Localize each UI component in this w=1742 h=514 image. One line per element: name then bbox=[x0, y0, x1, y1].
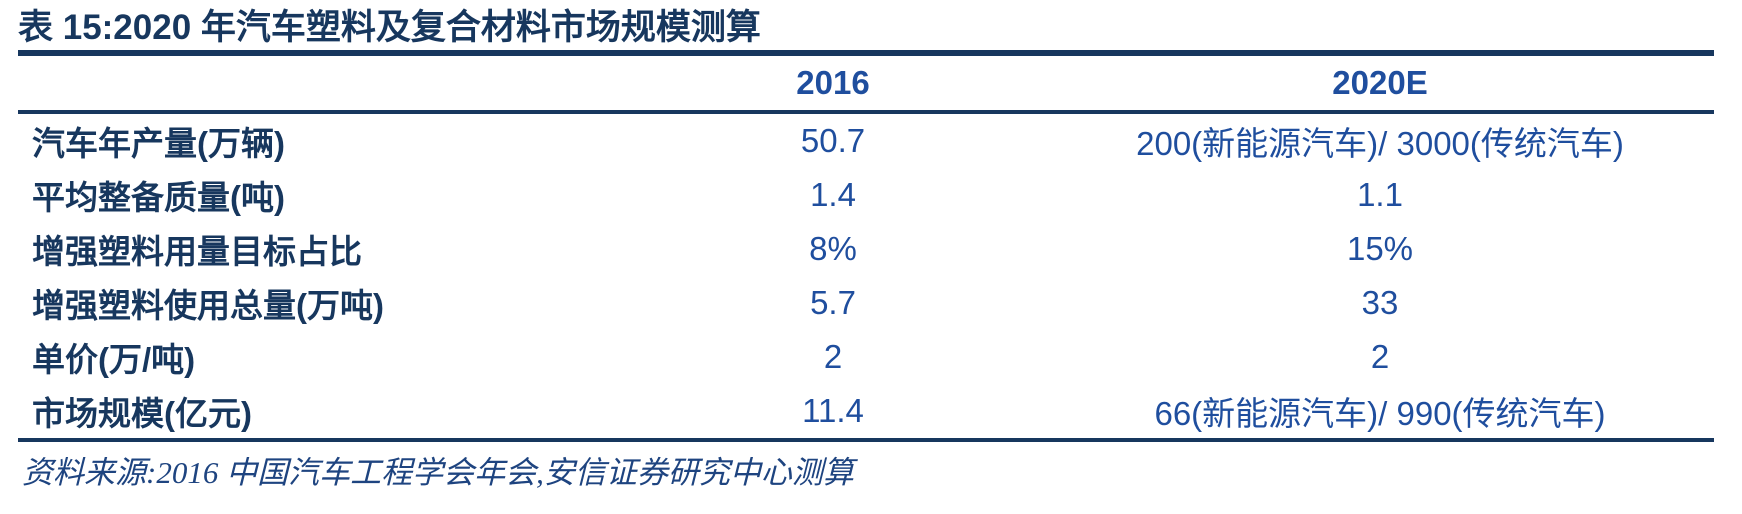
row-value-2016: 1.4 bbox=[810, 176, 856, 213]
table-row-curb-weight: 平均整备质量(吨) 1.4 1.1 bbox=[18, 168, 1714, 222]
table-title: 表 15:2020 年汽车塑料及复合材料市场规模测算 bbox=[18, 8, 761, 47]
row-label: 增强塑料使用总量(万吨) bbox=[32, 287, 384, 324]
source-note: 资料来源:2016 中国汽车工程学会年会,安信证券研究中心测算 bbox=[22, 455, 854, 490]
table-row-market-size: 市场规模(亿元) 11.4 66(新能源汽车)/ 990(传统汽车) bbox=[18, 384, 1714, 438]
row-value-2020e: 15% bbox=[1346, 230, 1414, 267]
table-header-row: 2016 2020E bbox=[18, 56, 1714, 110]
row-label: 汽车年产量(万辆) bbox=[32, 125, 285, 162]
row-value-2020e: 200(新能源汽车)/ 3000(传统汽车) bbox=[1136, 125, 1624, 162]
title-divider bbox=[18, 50, 1714, 56]
row-value-2016: 50.7 bbox=[800, 122, 866, 159]
row-value-2020e: 33 bbox=[1361, 284, 1399, 321]
footer-divider bbox=[18, 438, 1714, 442]
row-label: 单价(万/吨) bbox=[32, 341, 196, 378]
row-label: 增强塑料用量目标占比 bbox=[32, 233, 362, 270]
row-value-2020e: 66(新能源汽车)/ 990(传统汽车) bbox=[1154, 395, 1606, 432]
row-label: 市场规模(亿元) bbox=[32, 395, 252, 432]
table-row-plastic-total-usage: 增强塑料使用总量(万吨) 5.7 33 bbox=[18, 276, 1714, 330]
table-row-plastic-target-ratio: 增强塑料用量目标占比 8% 15% bbox=[18, 222, 1714, 276]
table-row-annual-output: 汽车年产量(万辆) 50.7 200(新能源汽车)/ 3000(传统汽车) bbox=[18, 114, 1714, 168]
row-value-2016: 8% bbox=[809, 230, 857, 267]
column-header-2016: 2016 bbox=[796, 64, 870, 101]
row-value-2016: 11.4 bbox=[802, 392, 864, 429]
row-value-2020e: 2 bbox=[1370, 338, 1390, 375]
row-value-2016: 5.7 bbox=[810, 284, 856, 321]
table-container: 表 15:2020 年汽车塑料及复合材料市场规模测算 2016 2020E 汽车… bbox=[18, 0, 1714, 493]
row-value-2016: 2 bbox=[823, 338, 843, 375]
row-label: 平均整备质量(吨) bbox=[32, 179, 285, 216]
header-divider bbox=[18, 110, 1714, 114]
table-row-unit-price: 单价(万/吨) 2 2 bbox=[18, 330, 1714, 384]
column-header-2020e: 2020E bbox=[1332, 64, 1428, 101]
row-value-2020e: 1.1 bbox=[1357, 176, 1403, 213]
